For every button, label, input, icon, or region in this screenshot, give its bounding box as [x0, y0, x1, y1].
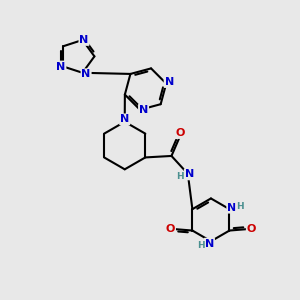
Text: H: H	[236, 202, 244, 211]
Text: N: N	[185, 169, 194, 179]
Text: H: H	[176, 172, 183, 181]
Text: O: O	[166, 224, 175, 234]
Text: N: N	[80, 35, 88, 45]
Text: N: N	[165, 77, 174, 87]
Text: N: N	[81, 69, 91, 79]
Text: O: O	[176, 128, 185, 138]
Text: N: N	[120, 114, 129, 124]
Text: H: H	[198, 241, 205, 250]
Text: N: N	[205, 238, 214, 249]
Text: N: N	[227, 203, 236, 213]
Text: N: N	[56, 61, 65, 71]
Text: O: O	[247, 224, 256, 234]
Text: N: N	[139, 105, 148, 115]
